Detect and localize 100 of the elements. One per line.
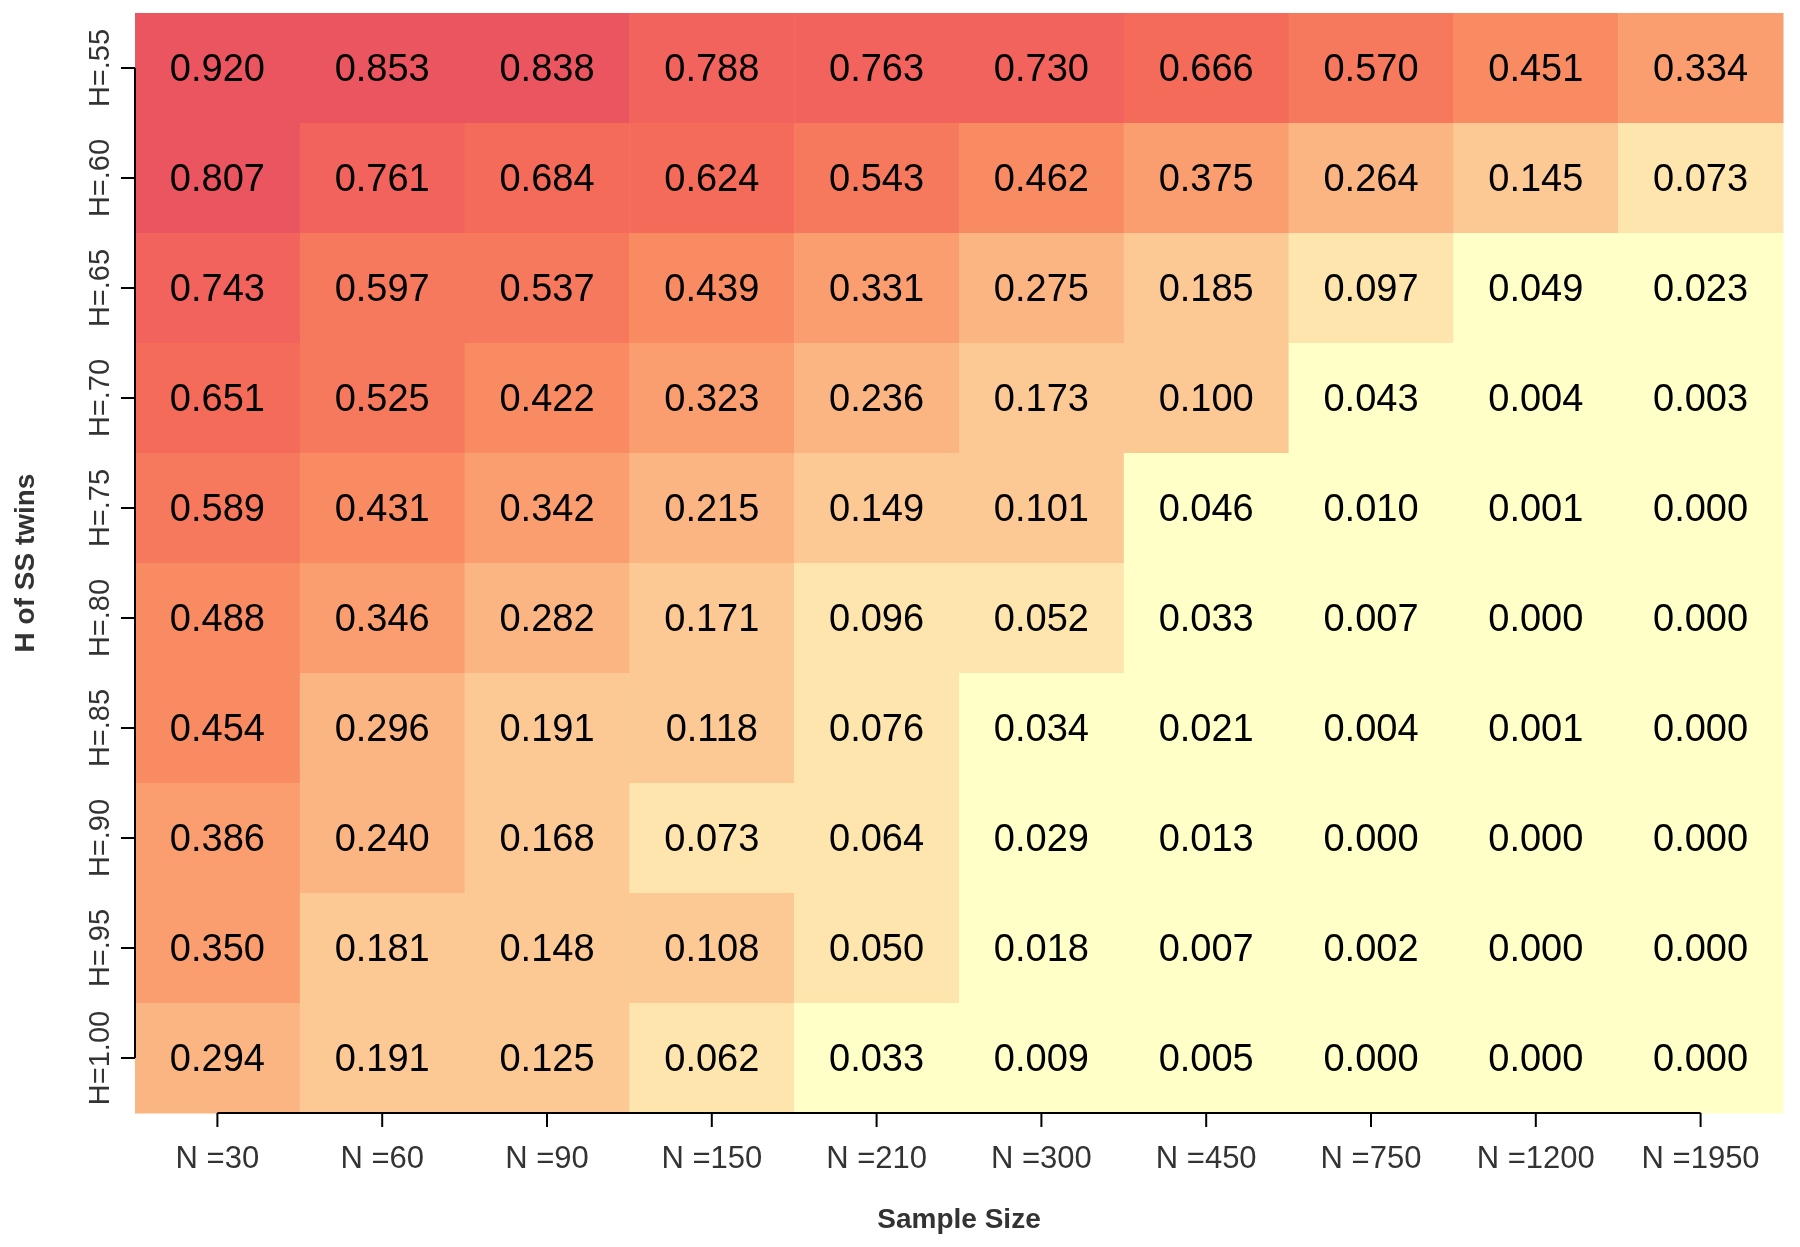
data-label: 0.168 <box>499 817 595 860</box>
data-label: 0.920 <box>169 47 265 90</box>
data-label: 0.730 <box>993 47 1089 90</box>
data-label: 0.003 <box>1653 377 1749 420</box>
data-label: 0.021 <box>1158 707 1254 750</box>
data-label: 0.838 <box>499 47 595 90</box>
x-tick-label: N =90 <box>505 1140 589 1175</box>
x-tick-label: N =1950 <box>1641 1140 1760 1175</box>
data-label: 0.010 <box>1323 487 1419 530</box>
data-label: 0.264 <box>1323 157 1419 200</box>
x-tick-label: N =300 <box>990 1140 1092 1175</box>
y-tick-label: H=.80 <box>83 578 115 658</box>
data-label: 0.033 <box>829 1037 925 1080</box>
data-label: 0.589 <box>169 487 265 530</box>
data-label: 0.853 <box>334 47 430 90</box>
data-label: 0.462 <box>993 157 1089 200</box>
x-tick-label: N =30 <box>175 1140 260 1175</box>
data-label: 0.684 <box>499 157 595 200</box>
data-label: 0.323 <box>664 377 760 420</box>
data-label: 0.000 <box>1653 707 1749 750</box>
data-label: 0.275 <box>993 267 1089 310</box>
y-tick-label: H=1.00 <box>83 1010 115 1106</box>
x-axis-title: Sample Size <box>877 1203 1041 1234</box>
data-label: 0.000 <box>1653 597 1749 640</box>
data-label: 0.000 <box>1653 487 1749 530</box>
data-label: 0.451 <box>1488 47 1584 90</box>
data-label: 0.788 <box>664 47 760 90</box>
data-label: 0.294 <box>169 1037 265 1080</box>
data-label: 0.342 <box>499 487 595 530</box>
data-label: 0.145 <box>1488 157 1584 200</box>
x-tick-label: N =60 <box>340 1140 424 1175</box>
y-tick-label: H=.75 <box>83 468 115 548</box>
data-label: 0.073 <box>1653 157 1749 200</box>
data-label: 0.052 <box>993 597 1089 640</box>
data-label: 0.000 <box>1488 817 1584 860</box>
data-label: 0.125 <box>499 1037 595 1080</box>
data-label: 0.597 <box>334 267 430 310</box>
data-label: 0.001 <box>1488 487 1584 530</box>
data-label: 0.101 <box>993 487 1089 530</box>
data-label: 0.171 <box>664 597 760 640</box>
x-tick-label: N =210 <box>826 1140 928 1175</box>
data-label: 0.013 <box>1158 817 1254 860</box>
data-label: 0.346 <box>334 597 430 640</box>
data-label: 0.763 <box>829 47 925 90</box>
y-axis-title: H of SS twins <box>9 473 40 653</box>
data-label: 0.191 <box>499 707 595 750</box>
data-label: 0.064 <box>829 817 925 860</box>
data-label: 0.108 <box>664 927 760 970</box>
data-label: 0.023 <box>1653 267 1749 310</box>
data-label: 0.236 <box>829 377 925 420</box>
data-label: 0.062 <box>664 1037 760 1080</box>
data-label: 0.005 <box>1158 1037 1254 1080</box>
data-label: 0.488 <box>169 597 265 640</box>
data-label: 0.439 <box>664 267 760 310</box>
data-label: 0.624 <box>664 157 760 200</box>
data-label: 0.240 <box>334 817 430 860</box>
data-label: 0.525 <box>334 377 430 420</box>
data-label: 0.215 <box>664 487 760 530</box>
data-label: 0.007 <box>1158 927 1254 970</box>
x-tick-label: N =750 <box>1320 1140 1422 1175</box>
data-label: 0.002 <box>1323 927 1419 970</box>
data-label: 0.000 <box>1488 1037 1584 1080</box>
data-label: 0.807 <box>169 157 265 200</box>
data-label: 0.100 <box>1158 377 1254 420</box>
data-label: 0.118 <box>665 707 758 750</box>
data-label: 0.537 <box>499 267 595 310</box>
data-label: 0.181 <box>334 927 430 970</box>
data-label: 0.296 <box>334 707 430 750</box>
data-label: 0.651 <box>169 377 265 420</box>
data-label: 0.049 <box>1488 267 1584 310</box>
data-label: 0.050 <box>829 927 925 970</box>
data-label: 0.000 <box>1653 927 1749 970</box>
data-label: 0.666 <box>1158 47 1254 90</box>
data-label: 0.173 <box>993 377 1089 420</box>
y-tick-label: H=.90 <box>83 798 115 878</box>
data-label: 0.375 <box>1158 157 1254 200</box>
data-label: 0.148 <box>499 927 595 970</box>
data-label: 0.000 <box>1653 817 1749 860</box>
data-label: 0.331 <box>829 267 925 310</box>
y-tick-label: H=.60 <box>83 138 115 218</box>
data-label: 0.046 <box>1158 487 1254 530</box>
y-tick-label: H=.85 <box>83 688 115 768</box>
x-tick-label: N =450 <box>1155 1140 1257 1175</box>
data-label: 0.097 <box>1323 267 1419 310</box>
data-label: 0.007 <box>1323 597 1419 640</box>
data-label: 0.431 <box>334 487 430 530</box>
x-tick-label: N =1200 <box>1476 1140 1595 1175</box>
data-label: 0.000 <box>1488 927 1584 970</box>
data-label: 0.009 <box>993 1037 1089 1080</box>
y-tick-label: H=.95 <box>83 908 115 988</box>
y-tick-label: H=.65 <box>83 248 115 328</box>
data-label: 0.018 <box>993 927 1089 970</box>
data-label: 0.000 <box>1323 817 1419 860</box>
data-label: 0.000 <box>1488 597 1584 640</box>
data-label: 0.096 <box>829 597 925 640</box>
data-label: 0.034 <box>993 707 1089 750</box>
data-label: 0.000 <box>1653 1037 1749 1080</box>
data-label: 0.149 <box>829 487 925 530</box>
data-label: 0.282 <box>499 597 595 640</box>
data-label: 0.001 <box>1488 707 1584 750</box>
